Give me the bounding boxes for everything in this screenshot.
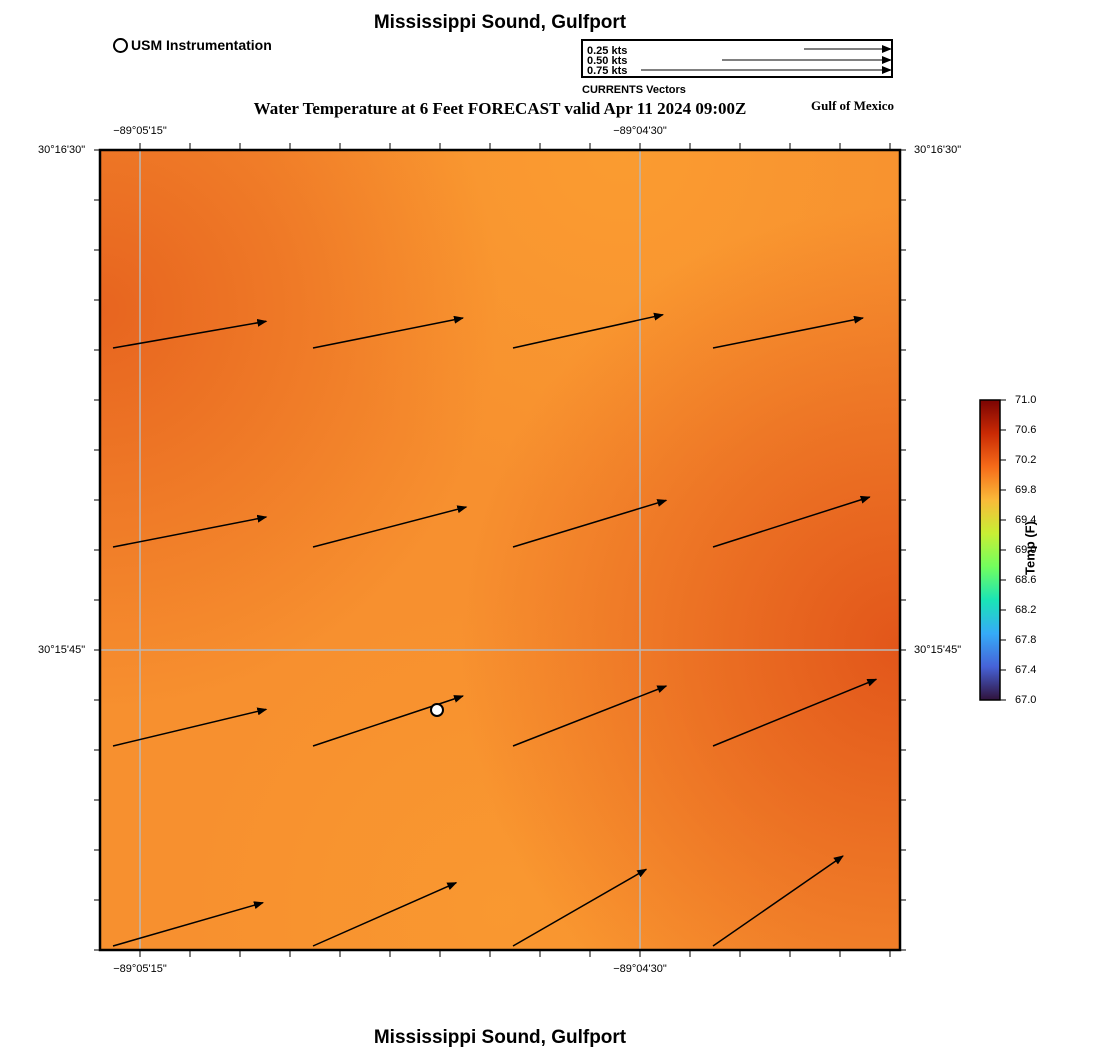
current-vector-arrow	[512, 868, 648, 947]
vector-legend-label-050: 0.50 kts	[587, 55, 628, 67]
colorbar-label-2: 70.2	[1015, 454, 1037, 466]
colorbar-label-6: 68.6	[1015, 574, 1037, 586]
station-marker-icon	[113, 37, 128, 53]
colorbar-label-7: 68.2	[1015, 604, 1037, 616]
vector-legend: 0.25 kts 0.50 kts 0.75 kts	[581, 39, 893, 78]
left-tick-label-north: 30°16'30"	[38, 144, 86, 156]
current-vector-arrow	[112, 901, 264, 947]
current-vector-arrow	[112, 707, 268, 747]
current-vector-arrow	[512, 312, 664, 349]
colorbar	[979, 399, 1006, 701]
station-legend-label: USM Instrumentation	[131, 37, 272, 53]
bottom-tick-label-west: −89°05'15"	[113, 963, 167, 975]
vector-legend-label-075: 0.75 kts	[587, 65, 628, 77]
current-vector-arrow	[312, 505, 468, 548]
current-vector-arrow	[112, 318, 268, 349]
map-title: Mississippi Sound, Gulfport	[373, 12, 627, 33]
colorbar-label-3: 69.8	[1015, 484, 1037, 496]
top-tick-label-east: −89°04'30"	[613, 125, 667, 137]
vector-legend-caption: CURRENTS Vectors	[582, 84, 686, 96]
current-vector-arrow	[512, 685, 668, 747]
top-tick-label-west: −89°05'15"	[113, 125, 167, 137]
bottom-tick-label-east: −89°04'30"	[613, 963, 667, 975]
region-label: Gulf of Mexico	[811, 98, 895, 113]
current-vector-arrow	[712, 315, 864, 349]
vector-legend-label-025: 0.25 kts	[587, 45, 628, 57]
current-vectors	[112, 312, 878, 947]
usm-station-marker[interactable]	[430, 703, 444, 717]
current-vector-arrow	[312, 315, 464, 349]
map-subtitle: Water Temperature at 6 Feet FORECAST val…	[253, 99, 747, 118]
colorbar-label-0: 71.0	[1015, 394, 1037, 406]
left-tick-label-mid: 30°15'45"	[38, 644, 86, 656]
colorbar-label-10: 67.0	[1015, 694, 1037, 706]
bottom-title: Mississippi Sound, Gulfport	[373, 1027, 627, 1048]
current-vector-arrow	[712, 495, 871, 548]
colorbar-label-8: 67.8	[1015, 634, 1037, 646]
graticule	[100, 150, 900, 950]
colorbar-label-1: 70.6	[1015, 424, 1037, 436]
right-tick-label-north: 30°16'30"	[914, 144, 962, 156]
current-vector-arrow	[712, 678, 878, 747]
map-frame	[94, 143, 906, 957]
right-tick-label-mid: 30°15'45"	[914, 644, 962, 656]
current-vector-arrow	[712, 855, 844, 947]
colorbar-label-5: 69.0	[1015, 544, 1037, 556]
colorbar-label-9: 67.4	[1015, 664, 1037, 676]
current-vector-arrow	[112, 514, 268, 548]
current-vector-arrow	[312, 882, 458, 947]
temperature-field	[100, 150, 900, 950]
station-legend: USM Instrumentation	[113, 37, 272, 53]
vector-legend-arrows	[641, 45, 892, 74]
colorbar-label-4: 69.4	[1015, 514, 1037, 526]
current-vector-arrow	[512, 499, 668, 548]
